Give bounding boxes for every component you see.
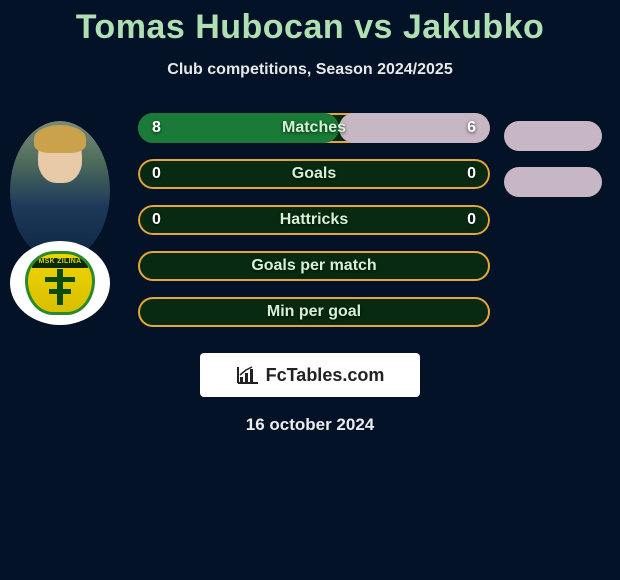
stat-label: Hattricks: [280, 211, 348, 229]
stat-value-player1: 8: [152, 119, 161, 137]
stat-value-player2: 0: [467, 211, 476, 229]
player1-avatar: [10, 121, 110, 261]
comparison-panel: MŠK ŽILINA 8 Matches 6 0 Goals 0 0 Hattricks 0 Go…: [0, 113, 620, 327]
winner-pill: [504, 167, 602, 197]
stat-label: Min per goal: [267, 303, 361, 321]
stat-row-hattricks: 0 Hattricks 0: [138, 205, 490, 235]
stat-value-player1: 0: [152, 211, 161, 229]
stat-label: Goals per match: [251, 257, 376, 275]
stat-row-goals: 0 Goals 0: [138, 159, 490, 189]
branding-chart-icon: [236, 365, 260, 385]
club-shield-text: MŠK ŽILINA: [28, 258, 92, 265]
stat-value-player2: 6: [467, 119, 476, 137]
club-shield: MŠK ŽILINA: [25, 251, 95, 315]
stat-value-player2: 0: [467, 165, 476, 183]
club-shield-cross-icon: [45, 269, 75, 305]
branding-badge: FcTables.com: [200, 353, 420, 397]
player2-club-badge: MŠK ŽILINA: [10, 241, 110, 325]
stat-row-goals-per-match: Goals per match: [138, 251, 490, 281]
stat-label: Goals: [292, 165, 336, 183]
stat-row-min-per-goal: Min per goal: [138, 297, 490, 327]
stat-row-matches: 8 Matches 6: [138, 113, 490, 143]
date-text: 16 october 2024: [0, 415, 620, 435]
page-title: Tomas Hubocan vs Jakubko: [0, 0, 620, 47]
stat-value-player1: 0: [152, 165, 161, 183]
stat-label: Matches: [282, 119, 346, 137]
branding-text: FcTables.com: [266, 365, 385, 386]
winner-pill: [504, 121, 602, 151]
stat-bars: 8 Matches 6 0 Goals 0 0 Hattricks 0 Goals per mat…: [138, 113, 490, 327]
avatar-column: MŠK ŽILINA: [10, 121, 110, 325]
subtitle: Club competitions, Season 2024/2025: [0, 61, 620, 79]
pill-column: [504, 121, 602, 335]
